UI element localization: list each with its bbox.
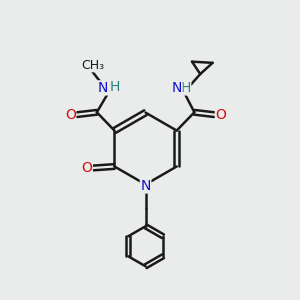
Text: O: O [81,161,92,175]
Text: O: O [215,108,226,122]
Text: H: H [109,80,120,94]
Text: H: H [180,81,191,95]
Text: N: N [98,81,109,95]
Text: O: O [65,108,76,122]
Text: CH₃: CH₃ [81,59,104,72]
Text: N: N [172,81,182,95]
Text: N: N [140,179,151,193]
